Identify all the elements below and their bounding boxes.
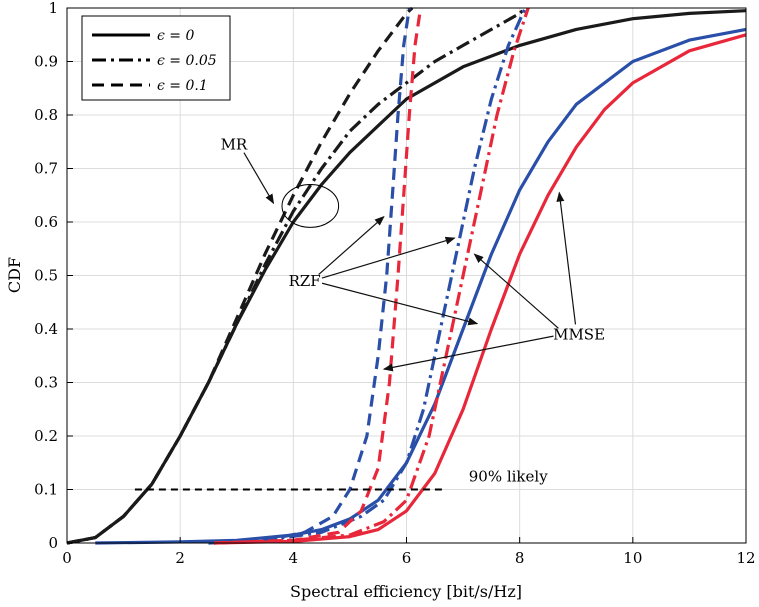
annotation-arrow (556, 191, 577, 325)
y-tick-label: 0.7 (34, 160, 58, 178)
series-rzf-eps-0_1 (208, 7, 411, 545)
x-tick-label: 2 (175, 549, 185, 567)
mr-ellipse (281, 184, 340, 228)
y-tick-label: 0.3 (34, 374, 58, 392)
series-mr-eps-0_05 (66, 6, 527, 545)
curves (66, 6, 747, 545)
annotation-mmse: MMSE (553, 325, 605, 343)
x-tick-label: 6 (402, 549, 412, 567)
x-tick-label: 10 (623, 549, 642, 567)
annotations-group: MR RZF MMSE (221, 135, 605, 372)
annotation-arrow (321, 236, 456, 279)
threshold-group: 90% likely (134, 467, 548, 491)
legend-label-solid: ϵ = 0 (157, 28, 194, 44)
annotation-arrow (243, 152, 275, 205)
y-axis-label: CDF (5, 257, 24, 293)
axis-ticks: 0 2 4 6 8 10 12 0 0.1 0.2 0.3 0.4 0.5 0.6 0.7 0.8 0.9 1 (34, 0, 755, 567)
annotation-arrow (382, 335, 554, 372)
annotation-mr: MR (221, 135, 248, 153)
x-tick-label: 12 (736, 549, 755, 567)
legend-box (81, 15, 231, 101)
x-tick-label: 0 (62, 549, 72, 567)
series-mmse-eps-0_1 (214, 7, 423, 545)
annotation-arrow (473, 253, 559, 329)
series-mr-eps-0_1 (66, 6, 414, 545)
series-mr-eps-0 (66, 9, 747, 545)
series-mmse-eps-0 (214, 33, 747, 545)
y-tick-label: 0.6 (34, 213, 58, 231)
y-tick-label: 0.1 (34, 481, 58, 499)
y-tick-label: 0.4 (34, 320, 58, 338)
annotation-arrow (318, 215, 385, 276)
y-tick-label: 0.9 (34, 53, 58, 71)
x-axis-label: Spectral efficiency [bit/s/Hz] (290, 582, 522, 601)
x-tick-label: 8 (515, 549, 525, 567)
annotation-rzf: RZF (289, 272, 321, 290)
legend-label-dashed: ϵ = 0.1 (157, 78, 208, 94)
legend-label-dashdot: ϵ = 0.05 (157, 53, 217, 69)
y-tick-label: 1 (48, 0, 58, 17)
y-tick-label: 0 (48, 534, 58, 552)
y-tick-label: 0.8 (34, 106, 58, 124)
series-rzf-eps-0_05 (208, 7, 527, 545)
threshold-label: 90% likely (469, 467, 548, 485)
legend: ϵ = 0 ϵ = 0.05 ϵ = 0.1 (81, 15, 231, 101)
y-tick-label: 0.2 (34, 427, 58, 445)
y-tick-label: 0.5 (34, 267, 58, 285)
x-tick-label: 4 (289, 549, 299, 567)
annotation-arrow (321, 282, 479, 326)
